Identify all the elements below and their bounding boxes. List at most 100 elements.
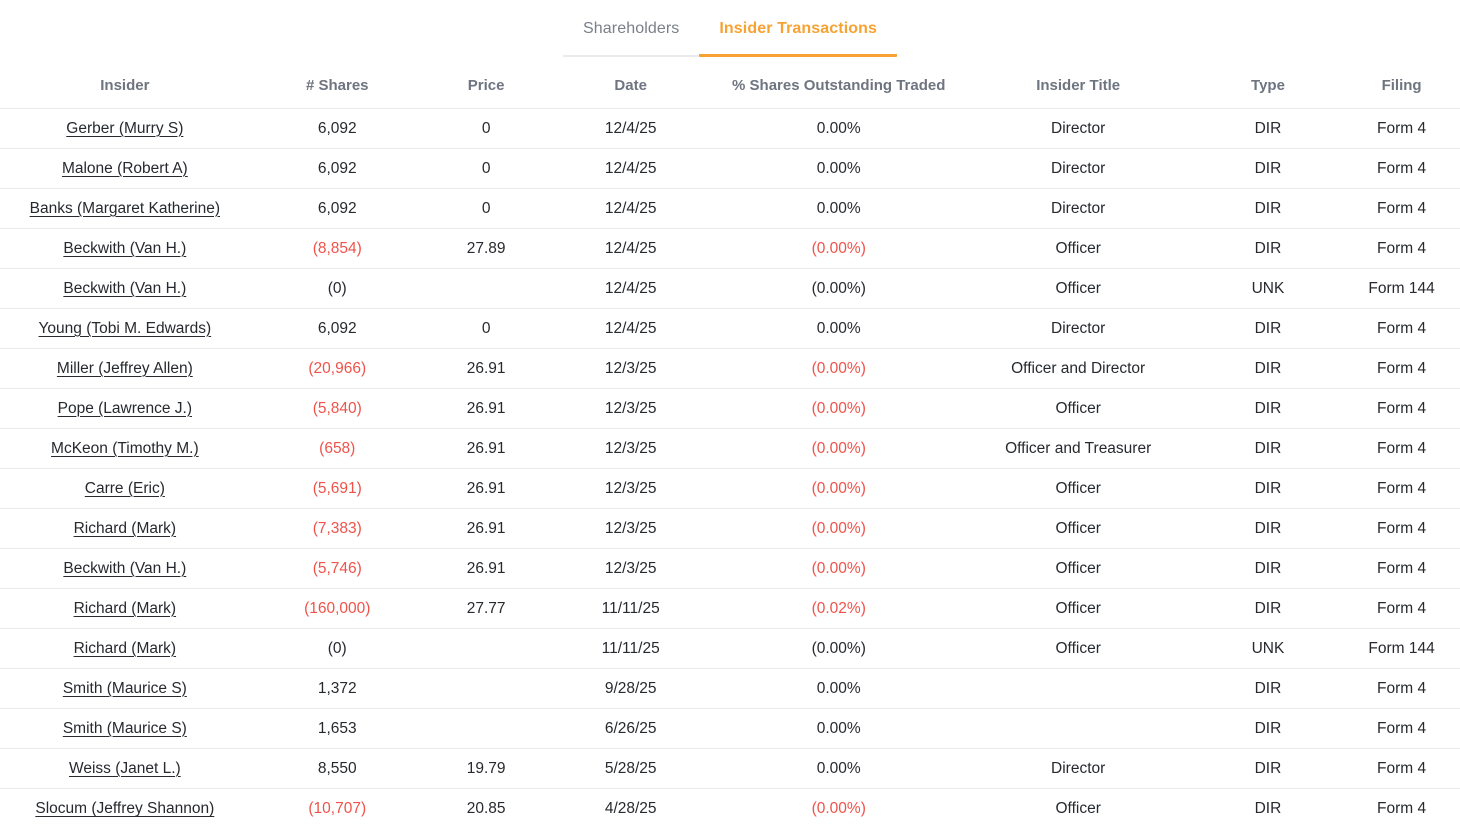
shares-cell: (20,966) bbox=[249, 348, 425, 389]
insider-link[interactable]: Pope (Lawrence J.) bbox=[57, 399, 193, 417]
table-row: Pope (Lawrence J.) (5,840) 26.91 12/3/25 (0.… bbox=[0, 388, 1460, 429]
type-cell: DIR bbox=[1192, 588, 1344, 629]
date-cell: 12/3/25 bbox=[547, 388, 714, 429]
insider-link[interactable]: Richard (Mark) bbox=[73, 599, 177, 617]
title-cell: Officer bbox=[963, 628, 1193, 669]
type-cell: DIR bbox=[1192, 668, 1344, 709]
insider-link[interactable]: Slocum (Jeffrey Shannon) bbox=[35, 799, 215, 817]
date-cell: 12/3/25 bbox=[547, 348, 714, 389]
tab-bar: Shareholders Insider Transactions bbox=[0, 0, 1460, 57]
price-cell: 0 bbox=[424, 148, 548, 189]
pct-cell: (0.02%) bbox=[713, 588, 964, 629]
date-cell: 12/4/25 bbox=[547, 188, 714, 229]
shares-cell: (160,000) bbox=[249, 588, 425, 629]
pct-cell: 0.00% bbox=[713, 748, 964, 789]
insider-cell: Malone (Robert A) bbox=[0, 148, 250, 189]
pct-cell: (0.00%) bbox=[713, 548, 964, 589]
insider-cell: Smith (Maurice S) bbox=[0, 708, 250, 749]
filing-cell: Form 4 bbox=[1343, 548, 1460, 589]
shares-cell: (10,707) bbox=[249, 788, 425, 829]
insider-transactions-table: Insider # Shares Price Date % Shares Out… bbox=[0, 65, 1460, 829]
price-cell: 27.89 bbox=[424, 228, 548, 269]
pct-cell: (0.00%) bbox=[713, 788, 964, 829]
insider-link[interactable]: Weiss (Janet L.) bbox=[68, 759, 181, 777]
shares-cell: (0) bbox=[249, 268, 425, 309]
insider-cell: Slocum (Jeffrey Shannon) bbox=[0, 788, 250, 829]
filing-cell: Form 144 bbox=[1343, 268, 1460, 309]
filing-cell: Form 4 bbox=[1343, 308, 1460, 349]
shares-cell: 1,372 bbox=[249, 668, 425, 709]
filing-cell: Form 4 bbox=[1343, 468, 1460, 509]
table-row: Slocum (Jeffrey Shannon) (10,707) 20.85 4/2… bbox=[0, 788, 1460, 829]
price-cell: 26.91 bbox=[424, 428, 548, 469]
filing-cell: Form 4 bbox=[1343, 668, 1460, 709]
insider-link[interactable]: Miller (Jeffrey Allen) bbox=[56, 359, 193, 377]
table-header: Insider # Shares Price Date % Shares Out… bbox=[0, 65, 1460, 109]
price-cell: 26.91 bbox=[424, 508, 548, 549]
shares-cell: (5,691) bbox=[249, 468, 425, 509]
type-cell: DIR bbox=[1192, 148, 1344, 189]
insider-link[interactable]: McKeon (Timothy M.) bbox=[51, 439, 199, 457]
insider-link[interactable]: Young (Tobi M. Edwards) bbox=[38, 319, 212, 337]
table-row: Beckwith (Van H.) (8,854) 27.89 12/4/25 (0.0… bbox=[0, 228, 1460, 269]
filing-cell: Form 4 bbox=[1343, 508, 1460, 549]
title-cell: Director bbox=[963, 308, 1193, 349]
type-cell: DIR bbox=[1192, 508, 1344, 549]
table-body: Gerber (Murry S) 6,092 0 12/4/25 0.00% Direct… bbox=[0, 108, 1460, 829]
table-row: Malone (Robert A) 6,092 0 12/4/25 0.00% Direc… bbox=[0, 148, 1460, 189]
title-cell: Officer bbox=[963, 508, 1193, 549]
pct-cell: 0.00% bbox=[713, 308, 964, 349]
filing-cell: Form 4 bbox=[1343, 108, 1460, 149]
date-cell: 12/3/25 bbox=[547, 468, 714, 509]
date-cell: 12/3/25 bbox=[547, 508, 714, 549]
insider-link[interactable]: Gerber (Murry S) bbox=[66, 119, 184, 137]
insider-link[interactable]: Malone (Robert A) bbox=[61, 159, 188, 177]
insider-link[interactable]: Beckwith (Van H.) bbox=[63, 239, 187, 257]
title-cell: Officer and Director bbox=[963, 348, 1193, 389]
shares-cell: (5,746) bbox=[249, 548, 425, 589]
date-cell: 12/4/25 bbox=[547, 228, 714, 269]
insider-link[interactable]: Smith (Maurice S) bbox=[62, 679, 187, 697]
table-row: Banks (Margaret Katherine) 6,092 0 12/4/25 0… bbox=[0, 188, 1460, 229]
pct-cell: (0.00%) bbox=[713, 428, 964, 469]
price-cell: 26.91 bbox=[424, 388, 548, 429]
table-row: Gerber (Murry S) 6,092 0 12/4/25 0.00% Direct… bbox=[0, 108, 1460, 149]
insider-link[interactable]: Richard (Mark) bbox=[73, 519, 177, 537]
price-cell bbox=[424, 708, 548, 749]
price-cell: 0 bbox=[424, 308, 548, 349]
filing-cell: Form 4 bbox=[1343, 148, 1460, 189]
type-cell: DIR bbox=[1192, 188, 1344, 229]
pct-cell: (0.00%) bbox=[713, 268, 964, 309]
type-cell: DIR bbox=[1192, 308, 1344, 349]
insider-link[interactable]: Carre (Eric) bbox=[84, 479, 165, 497]
pct-cell: 0.00% bbox=[713, 668, 964, 709]
table-row: Richard (Mark) (160,000) 27.77 11/11/25 (0.0… bbox=[0, 588, 1460, 629]
tab-shareholders[interactable]: Shareholders bbox=[563, 16, 700, 57]
title-cell: Officer bbox=[963, 788, 1193, 829]
type-cell: DIR bbox=[1192, 388, 1344, 429]
insider-cell: Richard (Mark) bbox=[0, 508, 250, 549]
filing-cell: Form 4 bbox=[1343, 708, 1460, 749]
table-row: Richard (Mark) (0) 11/11/25 (0.00%) Officer U… bbox=[0, 628, 1460, 669]
insider-link[interactable]: Richard (Mark) bbox=[73, 639, 177, 657]
insider-cell: Gerber (Murry S) bbox=[0, 108, 250, 149]
pct-cell: 0.00% bbox=[713, 708, 964, 749]
insider-link[interactable]: Banks (Margaret Katherine) bbox=[29, 199, 221, 217]
title-cell bbox=[963, 708, 1193, 749]
table-row: Beckwith (Van H.) (0) 12/4/25 (0.00%) Office… bbox=[0, 268, 1460, 309]
pct-cell: 0.00% bbox=[713, 148, 964, 189]
insider-link[interactable]: Smith (Maurice S) bbox=[62, 719, 187, 737]
insider-cell: Beckwith (Van H.) bbox=[0, 228, 250, 269]
filing-cell: Form 4 bbox=[1343, 788, 1460, 829]
filing-cell: Form 4 bbox=[1343, 428, 1460, 469]
type-cell: DIR bbox=[1192, 748, 1344, 789]
filing-cell: Form 4 bbox=[1343, 388, 1460, 429]
insider-link[interactable]: Beckwith (Van H.) bbox=[63, 279, 187, 297]
shares-cell: (658) bbox=[249, 428, 425, 469]
filing-cell: Form 4 bbox=[1343, 228, 1460, 269]
tab-insider-transactions[interactable]: Insider Transactions bbox=[699, 16, 897, 57]
date-cell: 9/28/25 bbox=[547, 668, 714, 709]
date-cell: 5/28/25 bbox=[547, 748, 714, 789]
insider-link[interactable]: Beckwith (Van H.) bbox=[63, 559, 187, 577]
